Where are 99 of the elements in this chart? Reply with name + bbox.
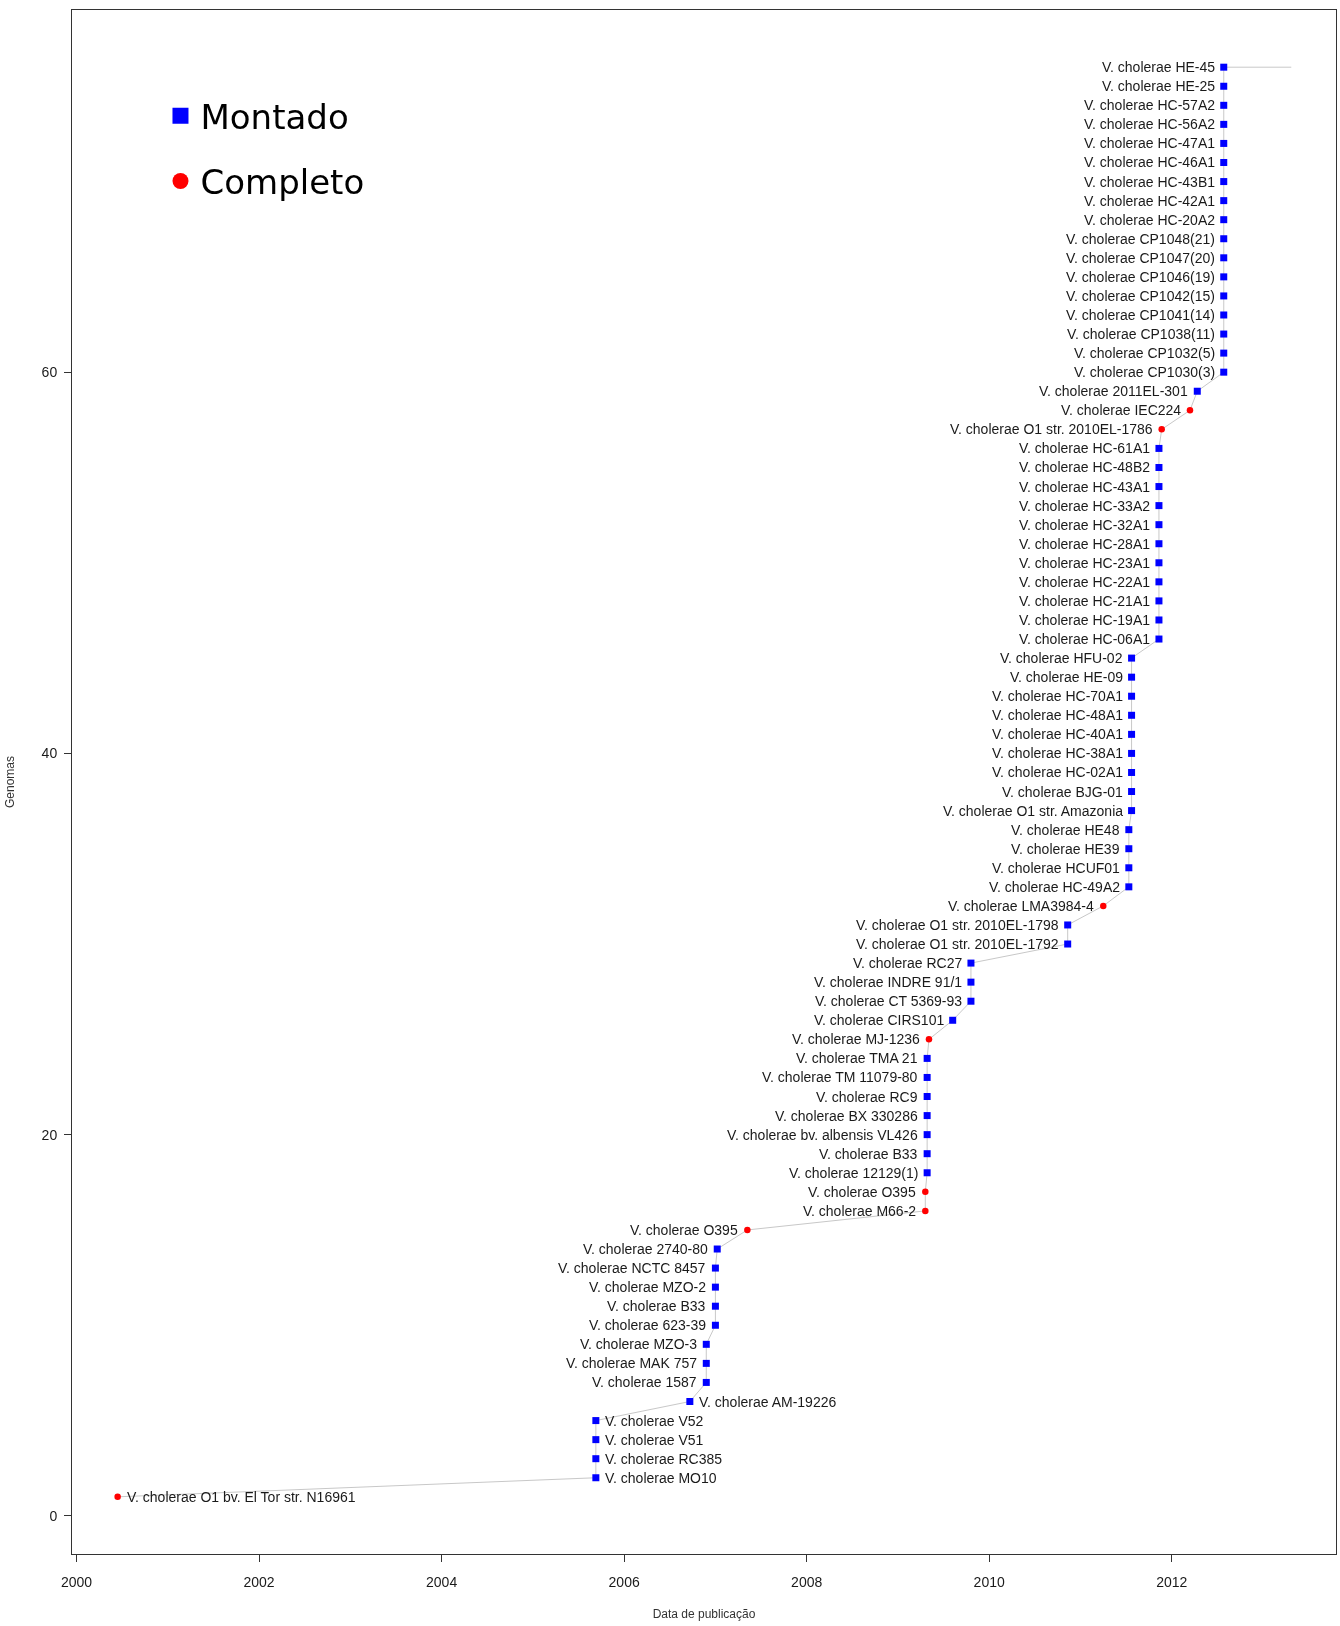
annotation: V. cholerae O395	[630, 1222, 738, 1238]
annotation: V. cholerae CT 5369-93	[815, 993, 963, 1009]
annotation: V. cholerae HC-48A1	[992, 707, 1124, 723]
annotation: V. cholerae CIRS101	[814, 1012, 945, 1028]
annotation: V. cholerae O1 str. Amazonia	[943, 803, 1124, 819]
annotation: V. cholerae HC-19A1	[1019, 612, 1151, 628]
annotation: V. cholerae O1 str. 2010EL-1786	[950, 421, 1153, 437]
x-tick-label: 2000	[60, 1573, 93, 1590]
annotation: V. cholerae B33	[607, 1298, 706, 1314]
annotation: V. cholerae O1 str. 2010EL-1798	[856, 917, 1059, 933]
annotation: V. cholerae HC-40A1	[992, 726, 1124, 742]
annotation: V. cholerae HC-38A1	[992, 745, 1124, 761]
annotation: V. cholerae HC-43B1	[1084, 174, 1216, 190]
annotation: V. cholerae RC9	[816, 1089, 918, 1105]
annotation: V. cholerae AM-19226	[699, 1394, 837, 1410]
annotation: V. cholerae BJG-01	[1002, 784, 1124, 800]
annotation: V. cholerae MO10	[605, 1470, 717, 1486]
annotation: V. cholerae 2740-80	[583, 1241, 709, 1257]
annotation: V. cholerae HC-47A1	[1084, 135, 1216, 151]
annotation: V. cholerae HC-56A2	[1084, 116, 1216, 132]
x-tick-label: 2008	[791, 1573, 823, 1590]
y-tick-label: 20	[41, 1126, 58, 1143]
annotation: V. cholerae HCUF01	[992, 860, 1121, 876]
annotation: V. cholerae LMA3984-4	[948, 898, 1095, 914]
annotation: V. cholerae HC-23A1	[1019, 555, 1151, 571]
annotation: V. cholerae HC-48B2	[1019, 459, 1151, 475]
y-tick-label: 60	[41, 364, 58, 381]
point	[744, 1226, 751, 1234]
annotation: V. cholerae HC-21A1	[1019, 593, 1151, 609]
x-tick-label: 2004	[426, 1573, 458, 1590]
point	[1186, 407, 1194, 414]
annotation: V. cholerae BX 330286	[775, 1108, 918, 1124]
annotation: V. cholerae HE-09	[1010, 669, 1124, 685]
annotation: V. cholerae CP1038(11)	[1067, 326, 1215, 342]
legend-label: Montado	[200, 97, 349, 138]
annotation: V. cholerae RC27	[853, 955, 963, 971]
annotation: V. cholerae HC-02A1	[992, 764, 1124, 780]
x-tick-label: 2012	[1156, 1573, 1188, 1590]
annotation: V. cholerae NCTC 8457	[558, 1260, 706, 1276]
annotation: V. cholerae B33	[819, 1146, 918, 1162]
annotation: V. cholerae V51	[605, 1432, 704, 1448]
annotation: V. cholerae O1 str. 2010EL-1792	[856, 936, 1059, 952]
annotation: V. cholerae MZO-3	[580, 1336, 698, 1352]
x-tick-label: 2006	[608, 1573, 640, 1590]
annotation: V. cholerae V52	[605, 1413, 704, 1429]
x-axis-title: Data de publicação	[652, 1606, 756, 1621]
annotation: V. cholerae CP1046(19)	[1066, 269, 1215, 285]
point	[922, 1207, 929, 1215]
point	[1100, 902, 1107, 910]
annotation: V. cholerae HC-06A1	[1019, 631, 1151, 647]
annotation: V. cholerae O1 bv. El Tor str. N16961	[127, 1489, 356, 1505]
annotation: V. cholerae HC-42A1	[1084, 193, 1216, 209]
annotation: V. cholerae IEC224	[1061, 402, 1182, 418]
annotation: V. cholerae MAK 757	[566, 1355, 698, 1371]
annotation: V. cholerae CP1047(20)	[1066, 250, 1215, 266]
annotation: V. cholerae HC-28A1	[1019, 536, 1151, 552]
annotation: V. cholerae HC-57A2	[1084, 97, 1216, 113]
y-tick-label: 40	[41, 745, 58, 762]
annotation: V. cholerae HC-33A2	[1019, 498, 1151, 514]
annotation: V. cholerae HE-25	[1102, 78, 1216, 94]
annotation: V. cholerae CP1030(3)	[1074, 364, 1216, 380]
annotation: V. cholerae O395	[808, 1184, 916, 1200]
annotation: V. cholerae CP1042(15)	[1066, 288, 1215, 304]
annotation: V. cholerae INDRE 91/1	[814, 974, 963, 990]
annotation: V. cholerae HC-49A2	[989, 879, 1121, 895]
annotation: V. cholerae HE-45	[1102, 59, 1216, 75]
annotation: V. cholerae MZO-2	[589, 1279, 707, 1295]
annotation: V. cholerae 623-39	[589, 1317, 707, 1333]
annotation: V. cholerae HC-61A1	[1019, 440, 1151, 456]
annotation: V. cholerae HE39	[1011, 841, 1120, 857]
annotation: V. cholerae TM 11079-80	[762, 1069, 918, 1085]
annotation: V. cholerae MJ-1236	[792, 1031, 921, 1047]
x-tick-label: 2010	[973, 1573, 1005, 1590]
point	[114, 1493, 121, 1501]
annotation: V. cholerae 2011EL-301	[1039, 383, 1188, 399]
annotation: V. cholerae HC-22A1	[1019, 574, 1151, 590]
annotation: V. cholerae 1587	[592, 1374, 697, 1390]
y-tick-label: 0	[49, 1507, 58, 1524]
annotation: V. cholerae HC-20A2	[1084, 212, 1216, 228]
annotation: V. cholerae HC-32A1	[1019, 517, 1151, 533]
legend-label: Completo	[200, 162, 365, 203]
annotation: V. cholerae HC-43A1	[1019, 479, 1151, 495]
annotation: V. cholerae RC385	[605, 1451, 723, 1467]
annotation: V. cholerae M66-2	[803, 1203, 917, 1219]
x-tick-label: 2002	[243, 1573, 275, 1590]
annotation: V. cholerae CP1041(14)	[1066, 307, 1215, 323]
annotation: V. cholerae CP1048(21)	[1066, 231, 1215, 247]
annotation: V. cholerae HC-46A1	[1084, 154, 1216, 170]
annotation: V. cholerae 12129(1)	[789, 1165, 919, 1181]
y-axis-title: Genomas	[2, 755, 17, 809]
annotation: V. cholerae bv. albensis VL426	[727, 1127, 918, 1143]
point	[1158, 426, 1165, 433]
annotation: V. cholerae CP1032(5)	[1074, 345, 1216, 361]
annotation: V. cholerae TMA 21	[796, 1050, 918, 1066]
annotation: V. cholerae HC-70A1	[992, 688, 1124, 704]
annotation: V. cholerae HE48	[1011, 822, 1120, 838]
annotation: V. cholerae HFU-02	[1000, 650, 1123, 666]
point	[922, 1188, 929, 1196]
point	[925, 1036, 933, 1043]
